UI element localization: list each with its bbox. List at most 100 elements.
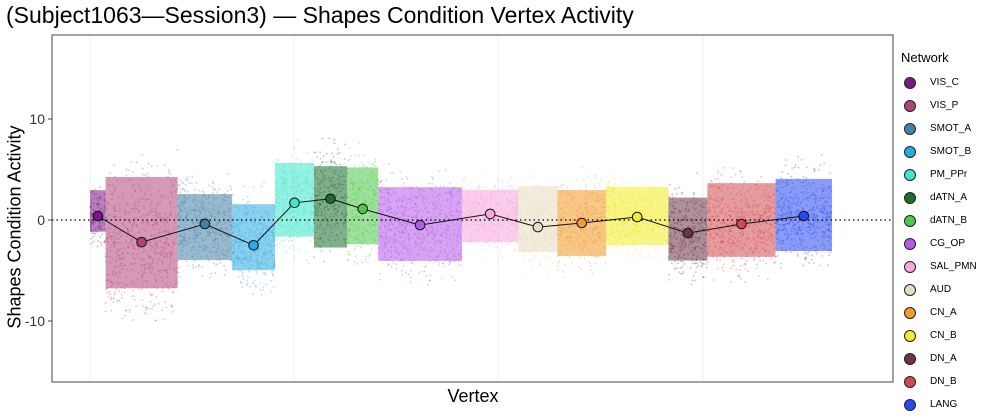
vertex-point [387,207,390,210]
vertex-point [599,226,601,229]
vertex-point [169,202,171,205]
vertex-point [302,202,305,205]
vertex-point [350,221,352,224]
vertex-point [427,217,430,220]
vertex-point [153,228,156,231]
vertex-point [590,213,593,216]
vertex-point [389,242,391,244]
vertex-point [232,222,235,225]
vertex-point [451,193,454,196]
vertex-point [482,204,485,207]
vertex-point [427,210,430,213]
vertex-point [125,242,128,245]
vertex-point [297,221,299,224]
vertex-point [179,216,182,219]
vertex-point [485,217,487,220]
vertex-point [538,264,541,267]
vertex-point [523,254,526,257]
vertex-point [290,226,293,229]
vertex-point [596,196,599,199]
vertex-point [593,239,596,241]
vertex-point [410,216,413,219]
vertex-point [568,226,571,229]
vertex-point [601,223,603,226]
vertex-point [195,201,198,204]
vertex-point [512,224,515,227]
vertex-point [619,262,621,264]
vertex-point [651,208,654,211]
vertex-point [181,205,184,208]
vertex-point [604,215,606,218]
vertex-point [570,209,572,212]
vertex-point [573,195,576,198]
vertex-point [146,286,148,289]
vertex-point [141,167,144,170]
vertex-point [242,241,245,244]
vertex-point [412,260,414,263]
vertex-point [379,272,382,275]
vertex-point [111,198,113,200]
vertex-point [347,259,349,262]
vertex-point [468,213,471,215]
vertex-point [309,207,312,210]
vertex-point [481,259,483,262]
vertex-point [362,163,365,166]
vertex-point [610,230,613,233]
vertex-point [566,253,569,256]
vertex-point [344,184,347,186]
vertex-point [371,224,374,226]
vertex-point [310,239,312,242]
vertex-point [425,230,428,233]
vertex-point [441,235,443,237]
vertex-point [103,241,106,244]
vertex-point [578,205,580,208]
vertex-point [554,226,557,229]
vertex-point [589,193,592,195]
vertex-point [99,195,102,198]
vertex-point [631,210,633,212]
vertex-point [156,287,159,289]
vertex-point [368,202,371,205]
vertex-point [399,233,401,235]
vertex-point [167,244,170,247]
vertex-point [589,207,592,210]
vertex-point [258,242,261,245]
vertex-point [369,252,371,255]
vertex-point [638,197,641,200]
vertex-point [424,207,427,210]
vertex-point [256,262,259,264]
vertex-point [159,258,161,261]
vertex-point [148,212,151,214]
vertex-point [388,193,390,196]
vertex-point [179,188,182,191]
vertex-point [604,247,607,250]
vertex-point [271,232,274,235]
vertex-point [90,230,93,233]
vertex-point [455,234,458,237]
vertex-point [407,238,410,241]
vertex-point [266,264,269,267]
vertex-point [510,223,512,226]
vertex-point [561,208,564,211]
vertex-point [384,225,387,228]
vertex-point [227,190,229,192]
vertex-point [353,192,356,195]
vertex-point [278,172,281,175]
vertex-point [429,274,432,277]
vertex-point [232,224,234,227]
vertex-point [507,221,509,224]
vertex-point [485,202,487,205]
vertex-point [276,239,279,241]
vertex-point [466,211,469,214]
vertex-point [661,217,664,220]
vertex-point [567,236,570,238]
vertex-point [481,196,483,198]
vertex-point [162,287,165,289]
vertex-point [497,190,500,193]
vertex-point [406,248,409,251]
vertex-point [356,214,358,217]
vertex-point [367,243,369,246]
vertex-point [544,239,547,242]
vertex-point [338,190,340,192]
vertex-point [216,215,219,217]
